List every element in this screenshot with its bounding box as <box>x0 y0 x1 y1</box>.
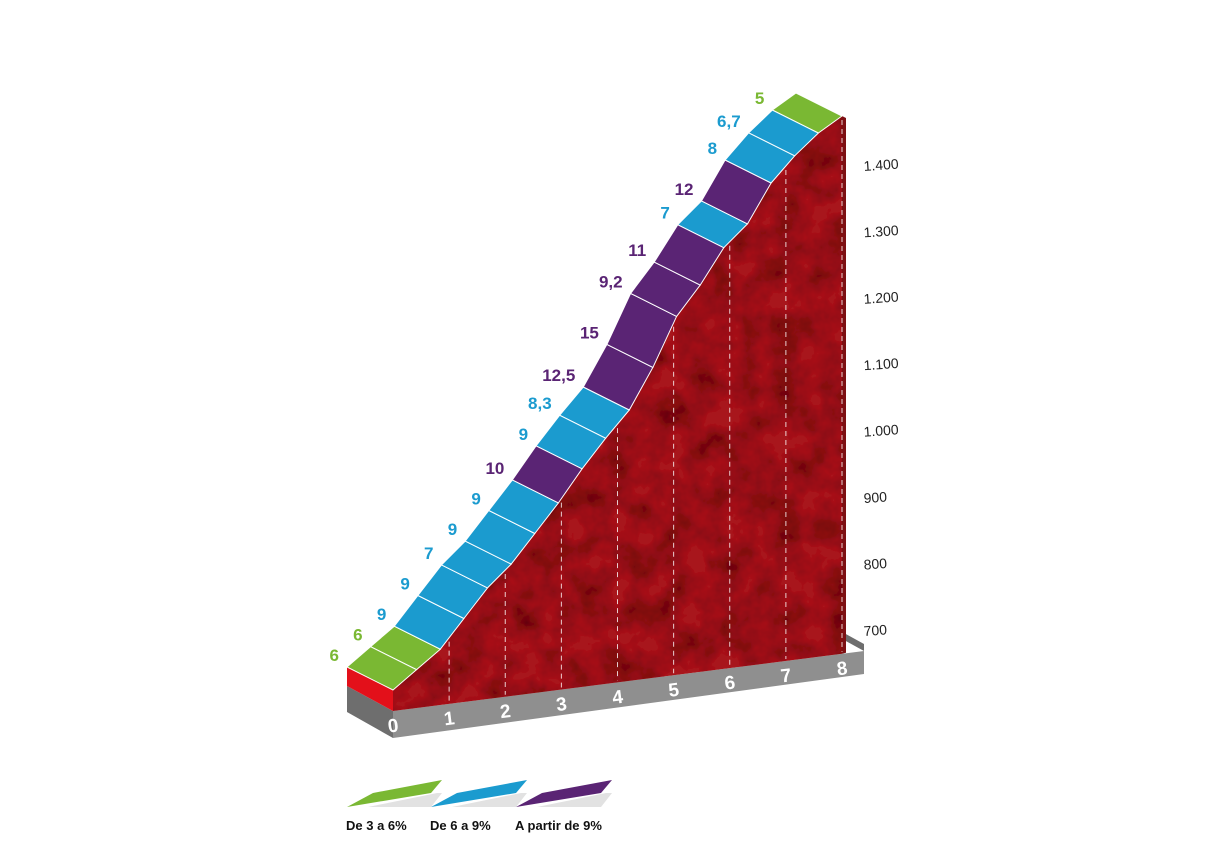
start-base-block <box>347 667 393 711</box>
profile-right-face <box>842 116 846 654</box>
legend-swatch-low <box>347 780 442 807</box>
gradient-label: 6,7 <box>717 112 741 131</box>
gradient-label: 15 <box>580 323 599 342</box>
altitude-tick-label: 1.400 <box>863 156 899 174</box>
gradient-label: 11 <box>628 241 646 260</box>
altitude-tick-label: 700 <box>863 621 888 639</box>
legend-label-low: De 3 a 6% <box>346 818 407 833</box>
gradient-label: 7 <box>660 204 669 223</box>
legend-swatch-mid <box>431 780 527 807</box>
axis-band-right-lip <box>844 633 864 651</box>
gradient-label: 9 <box>471 490 480 509</box>
altitude-tick-labels: 700 800 900 1.000 1.100 1.200 1.300 1.400 <box>863 156 899 639</box>
gradient-label: 6 <box>353 626 362 645</box>
altitude-tick-label: 1.300 <box>863 222 899 240</box>
gradient-label: 8,3 <box>528 394 552 413</box>
axis-band-front <box>393 651 864 738</box>
gradient-label: 12,5 <box>542 366 575 385</box>
altitude-tick-label: 900 <box>863 489 888 507</box>
legend-swatch-high <box>516 780 612 807</box>
legend-label-high: A partir de 9% <box>515 818 602 833</box>
gradient-label: 9 <box>377 605 386 624</box>
legend-swatch-shadow-low <box>368 793 442 807</box>
ribbon-segment <box>771 92 843 134</box>
legend-swatch-shadow-mid <box>452 793 527 807</box>
altitude-tick-label: 1.100 <box>863 355 899 373</box>
km-tick-label: 3 <box>555 694 568 716</box>
distance-axis-band <box>347 633 864 738</box>
gradient-label: 7 <box>424 544 433 563</box>
km-tick-label: 5 <box>667 680 680 702</box>
km-tick-label: 7 <box>780 665 793 687</box>
gradient-label: 6 <box>330 646 339 665</box>
gradient-label: 9,2 <box>599 272 623 291</box>
km-gridlines <box>448 120 843 702</box>
gradient-label: 9 <box>448 520 457 539</box>
gradient-label: 9 <box>519 425 528 444</box>
legend-label-mid: De 6 a 9% <box>430 818 491 833</box>
km-tick-label: 0 <box>387 715 400 737</box>
km-tick-labels: 0 1 2 3 4 5 6 7 8 <box>387 658 849 737</box>
legend-item-low: De 3 a 6% <box>346 780 442 833</box>
km-tick-label: 4 <box>611 687 624 709</box>
altitude-tick-label: 1.200 <box>863 288 899 306</box>
legend-item-high: A partir de 9% <box>515 780 612 833</box>
gradient-ribbon <box>346 92 843 691</box>
gradient-label: 9 <box>400 575 409 594</box>
axis-band-side <box>347 686 393 738</box>
km-tick-label: 8 <box>836 658 849 680</box>
altitude-tick-label: 1.000 <box>863 421 899 439</box>
legend-item-mid: De 6 a 9% <box>430 780 527 833</box>
gradient-label: 10 <box>485 459 504 478</box>
gradient-label: 8 <box>708 139 717 158</box>
km-tick-label: 2 <box>499 701 512 723</box>
legend-swatch-shadow-high <box>537 793 612 807</box>
km-tick-label: 1 <box>443 708 456 730</box>
legend: De 3 a 6% De 6 a 9% A partir de 9% <box>346 780 612 833</box>
gradient-label: 5 <box>755 89 764 108</box>
gradient-label: 12 <box>675 180 694 199</box>
altitude-tick-label: 800 <box>863 555 888 573</box>
km-tick-label: 6 <box>723 673 736 695</box>
